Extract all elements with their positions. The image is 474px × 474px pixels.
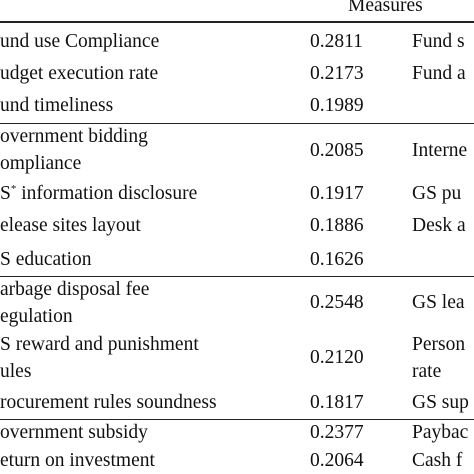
measure-cell: Desk a (412, 215, 466, 236)
indicator-cell: eturn on investment (0, 450, 155, 471)
measure-cell: GS lea (412, 292, 465, 313)
indicator-cell: arbage disposal fee (0, 279, 150, 300)
indicator-cell-continued: ules (0, 361, 32, 382)
measure-cell: Fund a (412, 63, 466, 84)
indicator-cell: rocurement rules soundness (0, 392, 217, 413)
measure-cell: GS sup (412, 392, 469, 413)
weight-cell: 0.2064 (310, 450, 364, 471)
weight-cell: 0.2173 (310, 63, 364, 84)
weight-cell: 0.1886 (310, 215, 364, 236)
weight-cell: 0.1989 (310, 95, 364, 116)
measure-cell: GS pu (412, 183, 462, 204)
indicator-cell: S reward and punishment (0, 334, 199, 355)
weight-cell: 0.1917 (310, 183, 364, 204)
indicator-cell: overnment bidding (0, 126, 148, 147)
group-divider (0, 123, 474, 124)
weight-cell: 0.1817 (310, 392, 364, 413)
header-rule (0, 21, 474, 23)
weight-cell: 0.2085 (310, 140, 364, 161)
indicator-cell: overnment subsidy (0, 422, 148, 443)
indicator-cell-continued: ompliance (0, 153, 82, 174)
group-divider (0, 276, 474, 277)
indicator-cell: und use Compliance (0, 31, 160, 52)
footnote-marker: * (10, 183, 17, 195)
indicator-cell: udget execution rate (0, 63, 159, 84)
measure-cell-continued: rate (412, 361, 442, 382)
weight-cell: 0.1626 (310, 249, 364, 270)
group-divider (0, 419, 474, 420)
measure-cell: Interne (412, 140, 468, 161)
indicator-cell: und timeliness (0, 95, 114, 116)
measure-cell: Person (412, 334, 466, 355)
weight-cell: 0.2811 (310, 31, 363, 52)
indicator-cell: elease sites layout (0, 215, 141, 236)
weight-cell: 0.2548 (310, 292, 364, 313)
weight-cell: 0.2377 (310, 422, 364, 443)
weight-cell: 0.2120 (310, 347, 364, 368)
indicator-cell: S education (0, 249, 92, 270)
measure-cell: Cash f (412, 450, 463, 471)
measures-column-header: Measures (348, 0, 423, 16)
measure-cell: Paybac (412, 422, 469, 443)
indicator-cell: S* information disclosure (0, 183, 198, 204)
measure-cell: Fund s (412, 31, 465, 52)
indicator-cell-continued: egulation (0, 306, 73, 327)
